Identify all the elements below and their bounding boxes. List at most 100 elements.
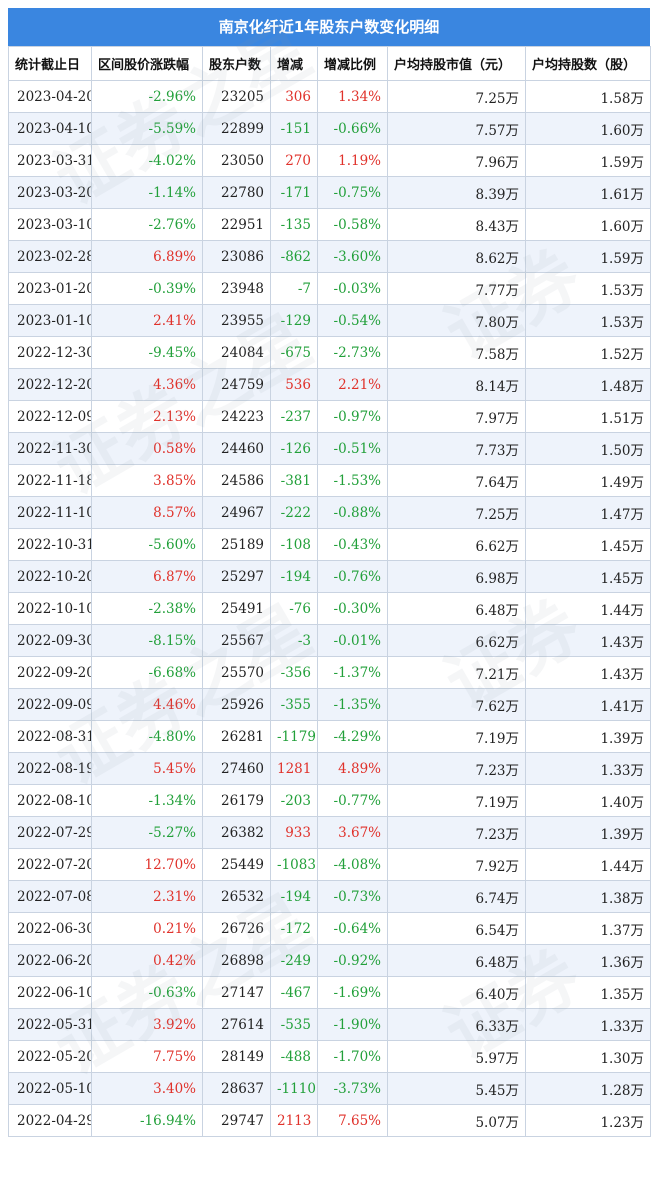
cell-price-change: 2.31% — [91, 880, 203, 913]
cell-change: 270 — [270, 144, 318, 177]
cell-avg-shares: 1.60万 — [525, 112, 651, 145]
header-change-ratio: 增减比例 — [317, 46, 388, 81]
cell-holders: 23948 — [202, 272, 271, 305]
table-row: 2023-02-28 6.89% 23086 -862 -3.60% 8.62万 1.59万 — [8, 240, 651, 273]
table-row: 2022-11-10 8.57% 24967 -222 -0.88% 7.25万 1.47万 — [8, 496, 651, 529]
table-row: 2022-10-10 -2.38% 25491 -76 -0.30% 6.48万 1.44万 — [8, 592, 651, 625]
cell-price-change: -6.68% — [91, 656, 203, 689]
cell-avg-shares: 1.60万 — [525, 208, 651, 241]
cell-date: 2022-08-19 — [8, 752, 92, 785]
cell-change: -355 — [270, 688, 318, 721]
cell-price-change: -0.39% — [91, 272, 203, 305]
table-row: 2022-11-30 0.58% 24460 -126 -0.51% 7.73万 1.50万 — [8, 432, 651, 465]
table-row: 2022-08-10 -1.34% 26179 -203 -0.77% 7.19万 1.40… — [8, 784, 651, 817]
cell-date: 2022-12-30 — [8, 336, 92, 369]
table-row: 2022-12-30 -9.45% 24084 -675 -2.73% 7.58万 1.52… — [8, 336, 651, 369]
cell-holders: 26382 — [202, 816, 271, 849]
cell-avg-value: 7.73万 — [387, 432, 526, 465]
cell-change: -1179 — [270, 720, 318, 753]
cell-price-change: 3.85% — [91, 464, 203, 497]
cell-holders: 28637 — [202, 1072, 271, 1105]
cell-change-ratio: -0.75% — [317, 176, 388, 209]
cell-price-change: -9.45% — [91, 336, 203, 369]
cell-avg-shares: 1.48万 — [525, 368, 651, 401]
cell-avg-shares: 1.36万 — [525, 944, 651, 977]
cell-avg-value: 7.21万 — [387, 656, 526, 689]
cell-holders: 25297 — [202, 560, 271, 593]
cell-price-change: -5.59% — [91, 112, 203, 145]
cell-change: -203 — [270, 784, 318, 817]
cell-holders: 25567 — [202, 624, 271, 657]
cell-change: -249 — [270, 944, 318, 977]
table-row: 2022-06-10 -0.63% 27147 -467 -1.69% 6.40万 1.35… — [8, 976, 651, 1009]
cell-date: 2022-11-18 — [8, 464, 92, 497]
cell-holders: 23050 — [202, 144, 271, 177]
cell-change-ratio: -1.53% — [317, 464, 388, 497]
table-row: 2022-07-20 12.70% 25449 -1083 -4.08% 7.92万 1.4… — [8, 848, 651, 881]
cell-holders: 26898 — [202, 944, 271, 977]
table-row: 2022-04-29 -16.94% 29747 2113 7.65% 5.07万 1.23… — [8, 1104, 651, 1137]
table-body: 2023-04-20 -2.96% 23205 306 1.34% 7.25万 1.58万 2… — [8, 80, 651, 1137]
cell-date: 2022-07-08 — [8, 880, 92, 913]
cell-date: 2022-07-29 — [8, 816, 92, 849]
cell-price-change: 2.13% — [91, 400, 203, 433]
cell-avg-value: 5.07万 — [387, 1104, 526, 1137]
cell-avg-shares: 1.43万 — [525, 624, 651, 657]
cell-avg-value: 8.43万 — [387, 208, 526, 241]
cell-change-ratio: 2.21% — [317, 368, 388, 401]
cell-change: -488 — [270, 1040, 318, 1073]
cell-holders: 26179 — [202, 784, 271, 817]
cell-change-ratio: -0.03% — [317, 272, 388, 305]
cell-avg-value: 8.39万 — [387, 176, 526, 209]
cell-price-change: 4.46% — [91, 688, 203, 721]
cell-holders: 27460 — [202, 752, 271, 785]
cell-avg-value: 7.80万 — [387, 304, 526, 337]
cell-avg-shares: 1.47万 — [525, 496, 651, 529]
cell-holders: 23205 — [202, 80, 271, 113]
table-row: 2022-10-20 6.87% 25297 -194 -0.76% 6.98万 1.45万 — [8, 560, 651, 593]
cell-date: 2022-12-09 — [8, 400, 92, 433]
cell-price-change: 0.21% — [91, 912, 203, 945]
cell-change-ratio: -4.29% — [317, 720, 388, 753]
cell-date: 2022-09-20 — [8, 656, 92, 689]
cell-date: 2022-08-31 — [8, 720, 92, 753]
cell-holders: 26532 — [202, 880, 271, 913]
cell-change: -237 — [270, 400, 318, 433]
cell-avg-value: 6.40万 — [387, 976, 526, 1009]
cell-avg-shares: 1.61万 — [525, 176, 651, 209]
cell-change: -535 — [270, 1008, 318, 1041]
cell-price-change: 6.89% — [91, 240, 203, 273]
cell-change-ratio: -0.54% — [317, 304, 388, 337]
cell-avg-shares: 1.43万 — [525, 656, 651, 689]
cell-price-change: 4.36% — [91, 368, 203, 401]
cell-avg-shares: 1.44万 — [525, 848, 651, 881]
cell-change: -171 — [270, 176, 318, 209]
cell-change: 306 — [270, 80, 318, 113]
table-row: 2023-03-10 -2.76% 22951 -135 -0.58% 8.43万 1.60… — [8, 208, 651, 241]
cell-avg-shares: 1.33万 — [525, 1008, 651, 1041]
cell-change: -467 — [270, 976, 318, 1009]
cell-holders: 28149 — [202, 1040, 271, 1073]
cell-holders: 24460 — [202, 432, 271, 465]
cell-change-ratio: -0.73% — [317, 880, 388, 913]
cell-holders: 25449 — [202, 848, 271, 881]
cell-change: -222 — [270, 496, 318, 529]
table-row: 2023-01-10 2.41% 23955 -129 -0.54% 7.80万 1.53万 — [8, 304, 651, 337]
cell-change: -862 — [270, 240, 318, 273]
cell-date: 2022-09-09 — [8, 688, 92, 721]
cell-change: -1110 — [270, 1072, 318, 1105]
cell-date: 2023-04-10 — [8, 112, 92, 145]
cell-price-change: -2.38% — [91, 592, 203, 625]
cell-change-ratio: 3.67% — [317, 816, 388, 849]
cell-avg-shares: 1.35万 — [525, 976, 651, 1009]
table-row: 2022-05-20 7.75% 28149 -488 -1.70% 5.97万 1.30万 — [8, 1040, 651, 1073]
cell-date: 2023-04-20 — [8, 80, 92, 113]
cell-price-change: -16.94% — [91, 1104, 203, 1137]
cell-holders: 23955 — [202, 304, 271, 337]
cell-date: 2022-10-31 — [8, 528, 92, 561]
cell-change-ratio: 1.34% — [317, 80, 388, 113]
cell-change: -135 — [270, 208, 318, 241]
table-row: 2022-12-20 4.36% 24759 536 2.21% 8.14万 1.48万 — [8, 368, 651, 401]
cell-avg-shares: 1.45万 — [525, 528, 651, 561]
cell-avg-shares: 1.58万 — [525, 80, 651, 113]
